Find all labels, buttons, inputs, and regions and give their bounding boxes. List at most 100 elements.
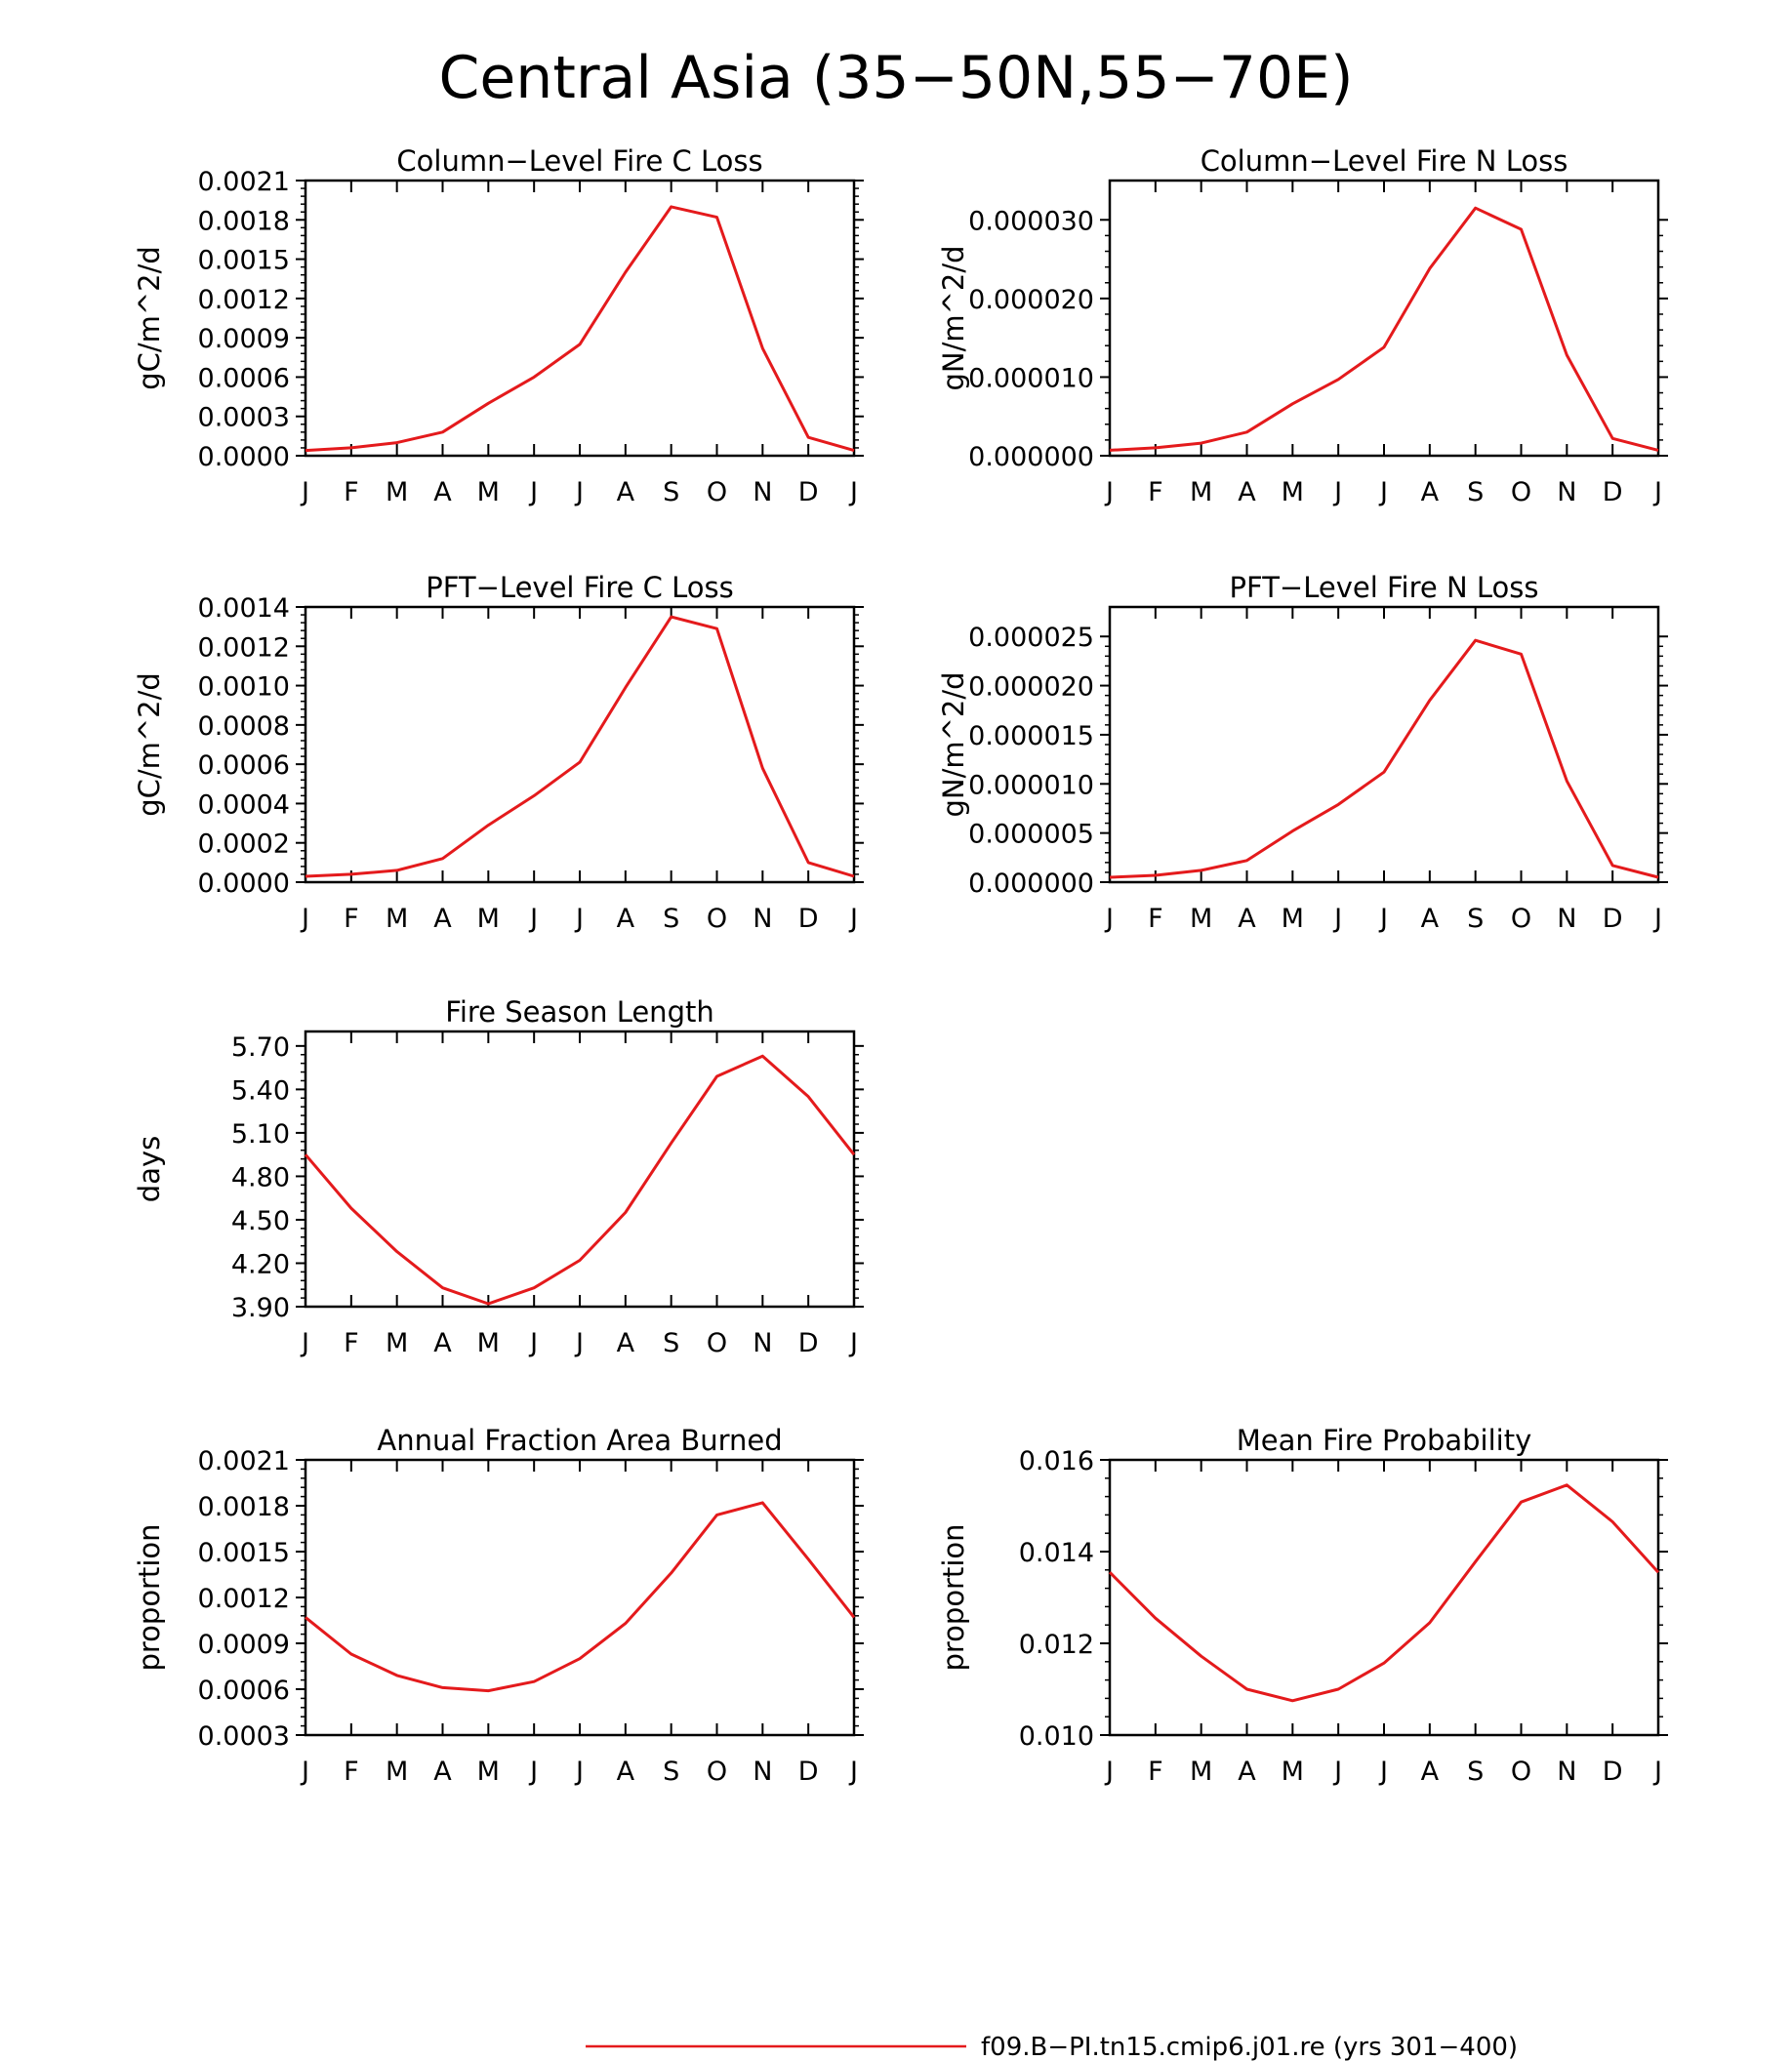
x-tick-label: O [707,477,727,507]
x-tick-label: A [433,904,452,934]
x-tick-label: J [1652,477,1662,507]
y-tick-label: 0.0014 [198,593,290,624]
x-tick-label: N [753,477,772,507]
x-tick-label: J [528,1328,538,1358]
x-tick-label: M [386,477,408,507]
x-tick-label: J [1378,477,1388,507]
x-tick-label: F [1148,904,1163,934]
x-tick-label: M [477,477,500,507]
x-tick-label: A [617,1757,635,1787]
x-tick-label: A [433,1757,452,1787]
panel-title: Fire Season Length [445,995,713,1029]
x-tick-label: J [1652,1757,1662,1787]
x-tick-label: M [477,1328,500,1358]
y-tick-label: 0.000000 [968,869,1094,899]
x-tick-label: M [386,904,408,934]
x-tick-label: M [386,1328,408,1358]
x-tick-label: S [1467,904,1484,934]
x-tick-label: F [344,477,359,507]
y-tick-label: 0.0015 [198,246,290,276]
x-tick-label: J [1104,904,1114,934]
y-tick-label: 0.0006 [198,363,290,393]
x-tick-label: J [1104,477,1114,507]
y-tick-label: 0.0002 [198,829,290,860]
x-tick-label: J [574,1328,584,1358]
x-tick-label: M [386,1757,408,1787]
x-tick-label: F [1148,477,1163,507]
panel-title: Column−Level Fire N Loss [1201,144,1568,178]
x-tick-label: N [753,1757,772,1787]
series-line [1109,206,1659,452]
x-tick-label: O [707,1328,727,1358]
x-tick-label: N [753,904,772,934]
panel-title: PFT−Level Fire N Loss [1230,571,1539,604]
x-tick-label: A [617,1328,635,1358]
y-tick-label: 0.0003 [198,403,290,433]
y-tick-label: 5.70 [231,1032,290,1063]
x-tick-label: J [848,1328,858,1358]
x-tick-label: D [1603,1757,1623,1787]
x-tick-label: J [848,477,858,507]
series-line [305,205,855,453]
legend-label: f09.B−PI.tn15.cmip6.j01.re (yrs 301−400) [981,2033,1518,2061]
y-tick-label: 0.0018 [198,206,290,236]
x-tick-label: N [1557,904,1576,934]
x-tick-label: M [477,1757,500,1787]
y-tick-label: 3.90 [231,1293,290,1323]
y-tick-label: 0.000010 [968,363,1094,393]
x-tick-label: N [1557,477,1576,507]
x-tick-label: J [1378,904,1388,934]
x-tick-label: J [848,904,858,934]
x-tick-label: D [798,1328,819,1358]
y-tick-label: 0.0000 [198,869,290,899]
x-tick-label: M [1190,1757,1212,1787]
panel-title: Mean Fire Probability [1237,1424,1532,1457]
x-tick-label: A [1421,477,1440,507]
y-axis-label: proportion [133,1523,166,1671]
y-tick-label: 0.0012 [198,285,290,315]
x-tick-label: N [753,1328,772,1358]
plot-frame [304,1458,856,1737]
y-tick-label: 0.014 [1019,1538,1094,1568]
y-tick-label: 0.0021 [198,167,290,197]
x-tick-label: O [1511,1757,1531,1787]
y-tick-label: 0.000000 [968,442,1094,472]
x-tick-label: D [1603,477,1623,507]
series-line [305,615,855,878]
x-tick-label: N [1557,1757,1576,1787]
x-tick-label: O [707,1757,727,1787]
x-tick-label: A [1421,904,1440,934]
y-tick-label: 4.50 [231,1206,290,1236]
x-tick-label: A [617,904,635,934]
x-tick-label: J [574,1757,584,1787]
x-tick-label: J [1104,1757,1114,1787]
y-tick-label: 0.0021 [198,1446,290,1476]
x-tick-label: O [707,904,727,934]
x-tick-label: A [1238,904,1256,934]
x-tick-label: J [848,1757,858,1787]
x-tick-label: J [1332,904,1342,934]
plot-frame [304,605,856,884]
x-tick-label: F [344,1757,359,1787]
x-tick-label: S [1467,477,1484,507]
y-tick-label: 0.0003 [198,1721,290,1752]
x-tick-label: O [1511,477,1531,507]
x-tick-label: J [300,477,309,507]
x-tick-label: J [1332,477,1342,507]
y-axis-label: gN/m^2/d [937,671,970,817]
y-tick-label: 0.0012 [198,1584,290,1614]
y-tick-label: 0.000030 [968,206,1094,236]
series-line [1109,638,1659,879]
x-tick-label: M [1282,904,1304,934]
plot-frame [1108,605,1660,884]
y-tick-label: 5.40 [231,1075,290,1106]
x-tick-label: J [300,904,309,934]
y-tick-label: 0.000005 [968,820,1094,850]
x-tick-label: S [663,477,679,507]
x-tick-label: M [477,904,500,934]
